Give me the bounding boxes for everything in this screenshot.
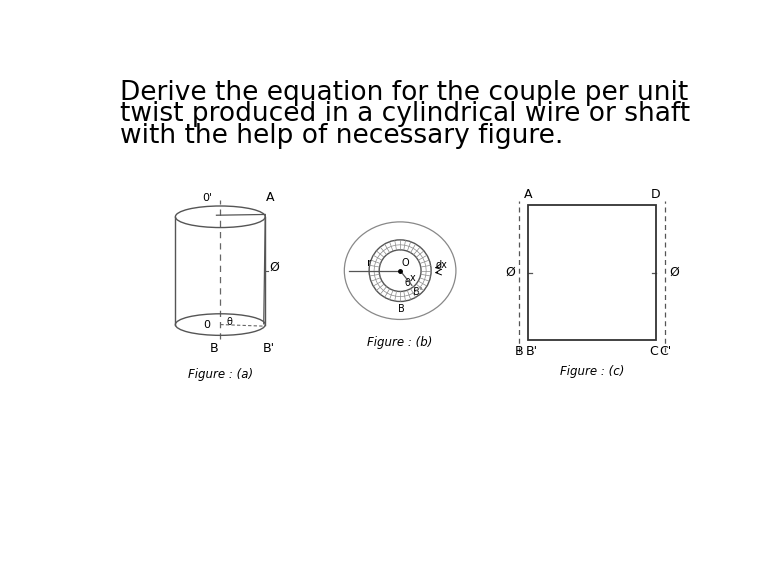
Text: 0': 0'	[203, 193, 212, 203]
Text: O: O	[402, 258, 410, 268]
Text: Figure : (c): Figure : (c)	[560, 365, 624, 378]
Text: with the help of necessary figure.: with the help of necessary figure.	[120, 123, 563, 149]
Text: B: B	[209, 341, 218, 354]
Text: Ø: Ø	[505, 266, 515, 279]
Text: θ: θ	[226, 318, 233, 327]
Text: twist produced in a cylindrical wire or shaft: twist produced in a cylindrical wire or …	[120, 101, 690, 127]
Text: Figure : (a): Figure : (a)	[188, 369, 253, 382]
Text: dx: dx	[436, 260, 448, 269]
Text: Ø: Ø	[669, 266, 679, 279]
Text: B': B'	[526, 345, 538, 358]
Text: B': B'	[413, 287, 422, 297]
Text: Ø: Ø	[269, 260, 279, 273]
Text: Derive the equation for the couple per unit: Derive the equation for the couple per u…	[120, 80, 687, 106]
Text: B: B	[514, 345, 523, 358]
Text: Figure : (b): Figure : (b)	[367, 336, 433, 349]
Text: A: A	[266, 191, 275, 204]
Text: θ: θ	[405, 278, 410, 288]
Text: C': C'	[659, 345, 671, 358]
Text: 0: 0	[203, 320, 210, 331]
Text: A: A	[524, 187, 532, 201]
Text: B': B'	[263, 341, 275, 354]
Text: B: B	[399, 304, 405, 314]
Text: x: x	[410, 273, 415, 283]
Text: D: D	[651, 187, 661, 201]
Text: r: r	[367, 258, 372, 268]
Text: C: C	[649, 345, 658, 358]
